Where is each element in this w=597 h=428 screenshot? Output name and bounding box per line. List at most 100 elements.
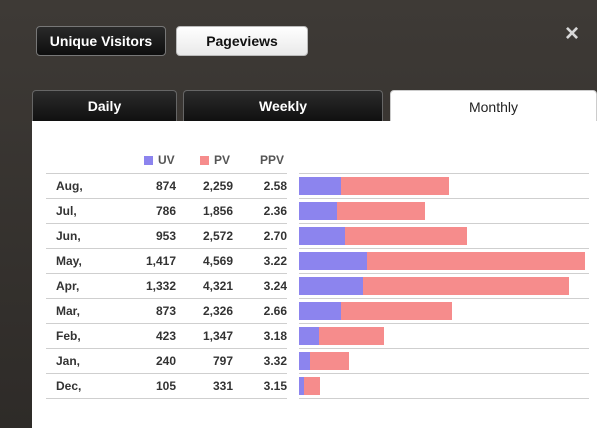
uv-cell: 1,332 [136,273,176,299]
month-cell: Dec, [46,373,136,399]
pv-cell: 331 [176,373,233,399]
spacer-cell [287,374,299,399]
pv-bar [319,327,384,345]
month-cell: Feb, [46,323,136,349]
spacer-cell [287,274,299,299]
pv-cell: 4,569 [176,248,233,274]
stacked-bar [299,352,589,370]
uv-cell: 874 [136,173,176,199]
ppv-cell: 3.22 [233,248,287,274]
stacked-bar [299,252,589,270]
ppv-cell: 3.15 [233,373,287,399]
table-row: Dec, 105 331 3.15 [46,373,589,399]
pageviews-button[interactable]: Pageviews [176,26,308,56]
legend-uv-label: UV [158,153,175,167]
pv-bar [336,202,426,220]
uv-cell: 873 [136,298,176,324]
spacer-cell [287,324,299,349]
month-cell: Mar, [46,298,136,324]
uv-bar [299,277,363,295]
spacer-cell [287,174,299,199]
legend-ppv: PPV [260,153,284,167]
table-row: Mar, 873 2,326 2.66 [46,298,589,324]
uv-cell: 240 [136,348,176,374]
bar-cell [299,348,589,374]
pv-swatch [200,155,209,165]
unique-visitors-button[interactable]: Unique Visitors [36,26,166,56]
bar-cell [299,248,589,274]
uv-cell: 1,417 [136,248,176,274]
uv-bar [299,227,345,245]
month-cell: May, [46,248,136,274]
bar-cell [299,198,589,224]
spacer-cell [287,349,299,374]
spacer-cell [287,299,299,324]
stacked-bar [299,327,589,345]
month-cell: Jan, [46,348,136,374]
ppv-cell: 3.24 [233,273,287,299]
close-icon[interactable]: × [564,20,579,47]
pv-bar [344,227,468,245]
uv-cell: 953 [136,223,176,249]
spacer-cell [287,224,299,249]
uv-bar [299,377,305,395]
uv-cell: 105 [136,373,176,399]
pv-cell: 797 [176,348,233,374]
stacked-bar [299,177,589,195]
uv-swatch [144,155,153,165]
table-row: Feb, 423 1,347 3.18 [46,323,589,349]
month-cell: Jul, [46,198,136,224]
stacked-bar [299,377,589,395]
spacer-cell [287,199,299,224]
monthly-panel: UV PV PPV Aug, 874 2,259 2.58 Jul, 786 1,856 2.… [32,121,597,428]
legend-pv-label: PV [214,153,231,167]
pv-cell: 2,326 [176,298,233,324]
legend-uv: UV [144,153,175,167]
ppv-cell: 2.58 [233,173,287,199]
table-row: Jul, 786 1,856 2.36 [46,198,589,224]
bar-cell [299,298,589,324]
month-cell: Aug, [46,173,136,199]
ppv-cell: 2.70 [233,223,287,249]
tab-weekly[interactable]: Weekly [183,90,383,121]
ppv-cell: 2.66 [233,298,287,324]
pv-cell: 1,856 [176,198,233,224]
pv-bar [366,252,585,270]
stacked-bar [299,277,589,295]
table-row: Apr, 1,332 4,321 3.24 [46,273,589,299]
ppv-cell: 2.36 [233,198,287,224]
table-row: Jun, 953 2,572 2.70 [46,223,589,249]
bar-cell [299,223,589,249]
table-row: May, 1,417 4,569 3.22 [46,248,589,274]
ppv-cell: 3.32 [233,348,287,374]
tab-monthly[interactable]: Monthly [390,90,597,123]
pv-bar [310,352,349,370]
uv-bar [299,252,367,270]
legend-ppv-label: PPV [260,153,285,167]
uv-cell: 786 [136,198,176,224]
uv-bar [299,202,337,220]
pv-cell: 2,259 [176,173,233,199]
uv-bar [299,352,311,370]
legend-pv: PV [200,153,230,167]
tab-daily[interactable]: Daily [32,90,177,121]
stacked-bar [299,302,589,320]
uv-bar [299,327,320,345]
legend: UV PV PPV [32,153,597,171]
uv-bar [299,302,341,320]
pv-bar [362,277,570,295]
month-cell: Jun, [46,223,136,249]
table-row: Jan, 240 797 3.32 [46,348,589,374]
bar-cell [299,323,589,349]
pv-bar [340,302,452,320]
table-row: Aug, 874 2,259 2.58 [46,173,589,199]
uv-cell: 423 [136,323,176,349]
uv-bar [299,177,341,195]
bar-cell [299,373,589,399]
spacer-cell [287,249,299,274]
month-cell: Apr, [46,273,136,299]
pv-cell: 1,347 [176,323,233,349]
pv-cell: 2,572 [176,223,233,249]
bar-cell [299,273,589,299]
stacked-bar [299,227,589,245]
